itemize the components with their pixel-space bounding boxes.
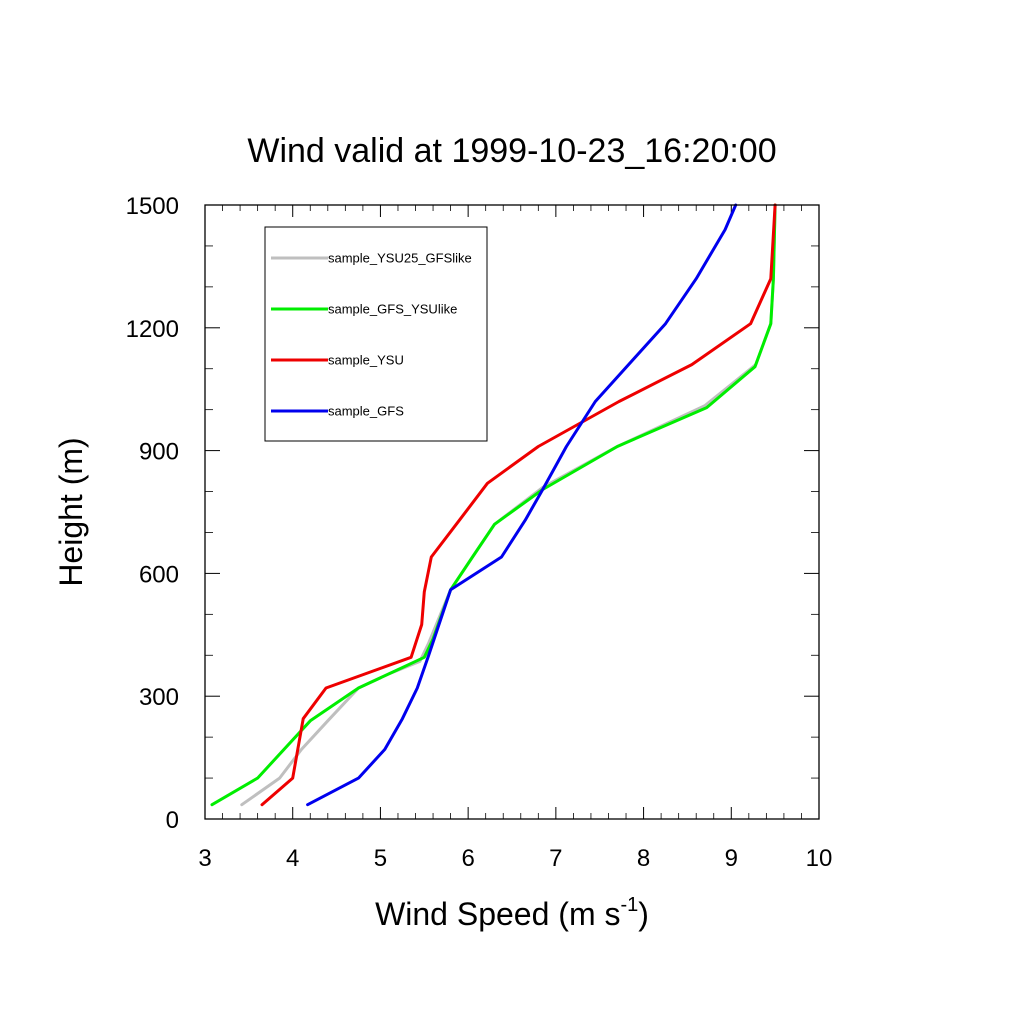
x-axis-label-end: ) bbox=[638, 896, 649, 932]
series-lines bbox=[210, 203, 777, 807]
legend-label: sample_GFS bbox=[328, 404, 404, 419]
legend-label: sample_GFS_YSUlike bbox=[328, 302, 457, 317]
y-tick-label: 600 bbox=[139, 561, 179, 588]
x-tick-label: 3 bbox=[198, 845, 211, 872]
series-line-sample_GFS_YSUlike bbox=[210, 203, 777, 807]
x-axis-label-superscript: -1 bbox=[620, 894, 638, 916]
y-axis-label: Height (m) bbox=[53, 437, 89, 586]
legend: sample_YSU25_GFSlike sample_GFS_YSUlikesa… bbox=[264, 226, 488, 442]
y-axis-label-text: Height (m) bbox=[53, 437, 89, 586]
chart-title: Wind valid at 1999-10-23_16:20:00 bbox=[247, 132, 776, 170]
x-tick-label: 9 bbox=[725, 845, 738, 872]
y-tick-label: 0 bbox=[166, 807, 179, 834]
x-tick-label: 6 bbox=[461, 845, 474, 872]
plot-frame bbox=[204, 204, 820, 820]
legend-label: sample_YSU25_GFSlike bbox=[328, 251, 472, 266]
x-axis-label-text: Wind Speed (m s bbox=[375, 896, 620, 932]
legend-box bbox=[264, 226, 488, 442]
x-tick-label: 7 bbox=[549, 845, 562, 872]
y-tick-label: 300 bbox=[139, 684, 179, 711]
y-tick-label: 900 bbox=[139, 439, 179, 466]
series-line-sample_GFS bbox=[306, 203, 738, 807]
y-tick-label: 1200 bbox=[126, 316, 179, 343]
x-tick-label: 4 bbox=[286, 845, 299, 872]
x-axis-label: Wind Speed (m s-1) bbox=[375, 894, 649, 932]
x-tick-label: 5 bbox=[374, 845, 387, 872]
x-tick-label: 8 bbox=[637, 845, 650, 872]
legend-label: sample_YSU bbox=[328, 353, 404, 368]
axis-ticks: 3 4 5 6 7 8 9 10 0 300 600 900 1200 1500 bbox=[126, 193, 833, 872]
y-tick-label: 1500 bbox=[126, 193, 179, 220]
x-tick-label: 10 bbox=[806, 845, 833, 872]
series-line-sample_YSU bbox=[260, 203, 777, 807]
